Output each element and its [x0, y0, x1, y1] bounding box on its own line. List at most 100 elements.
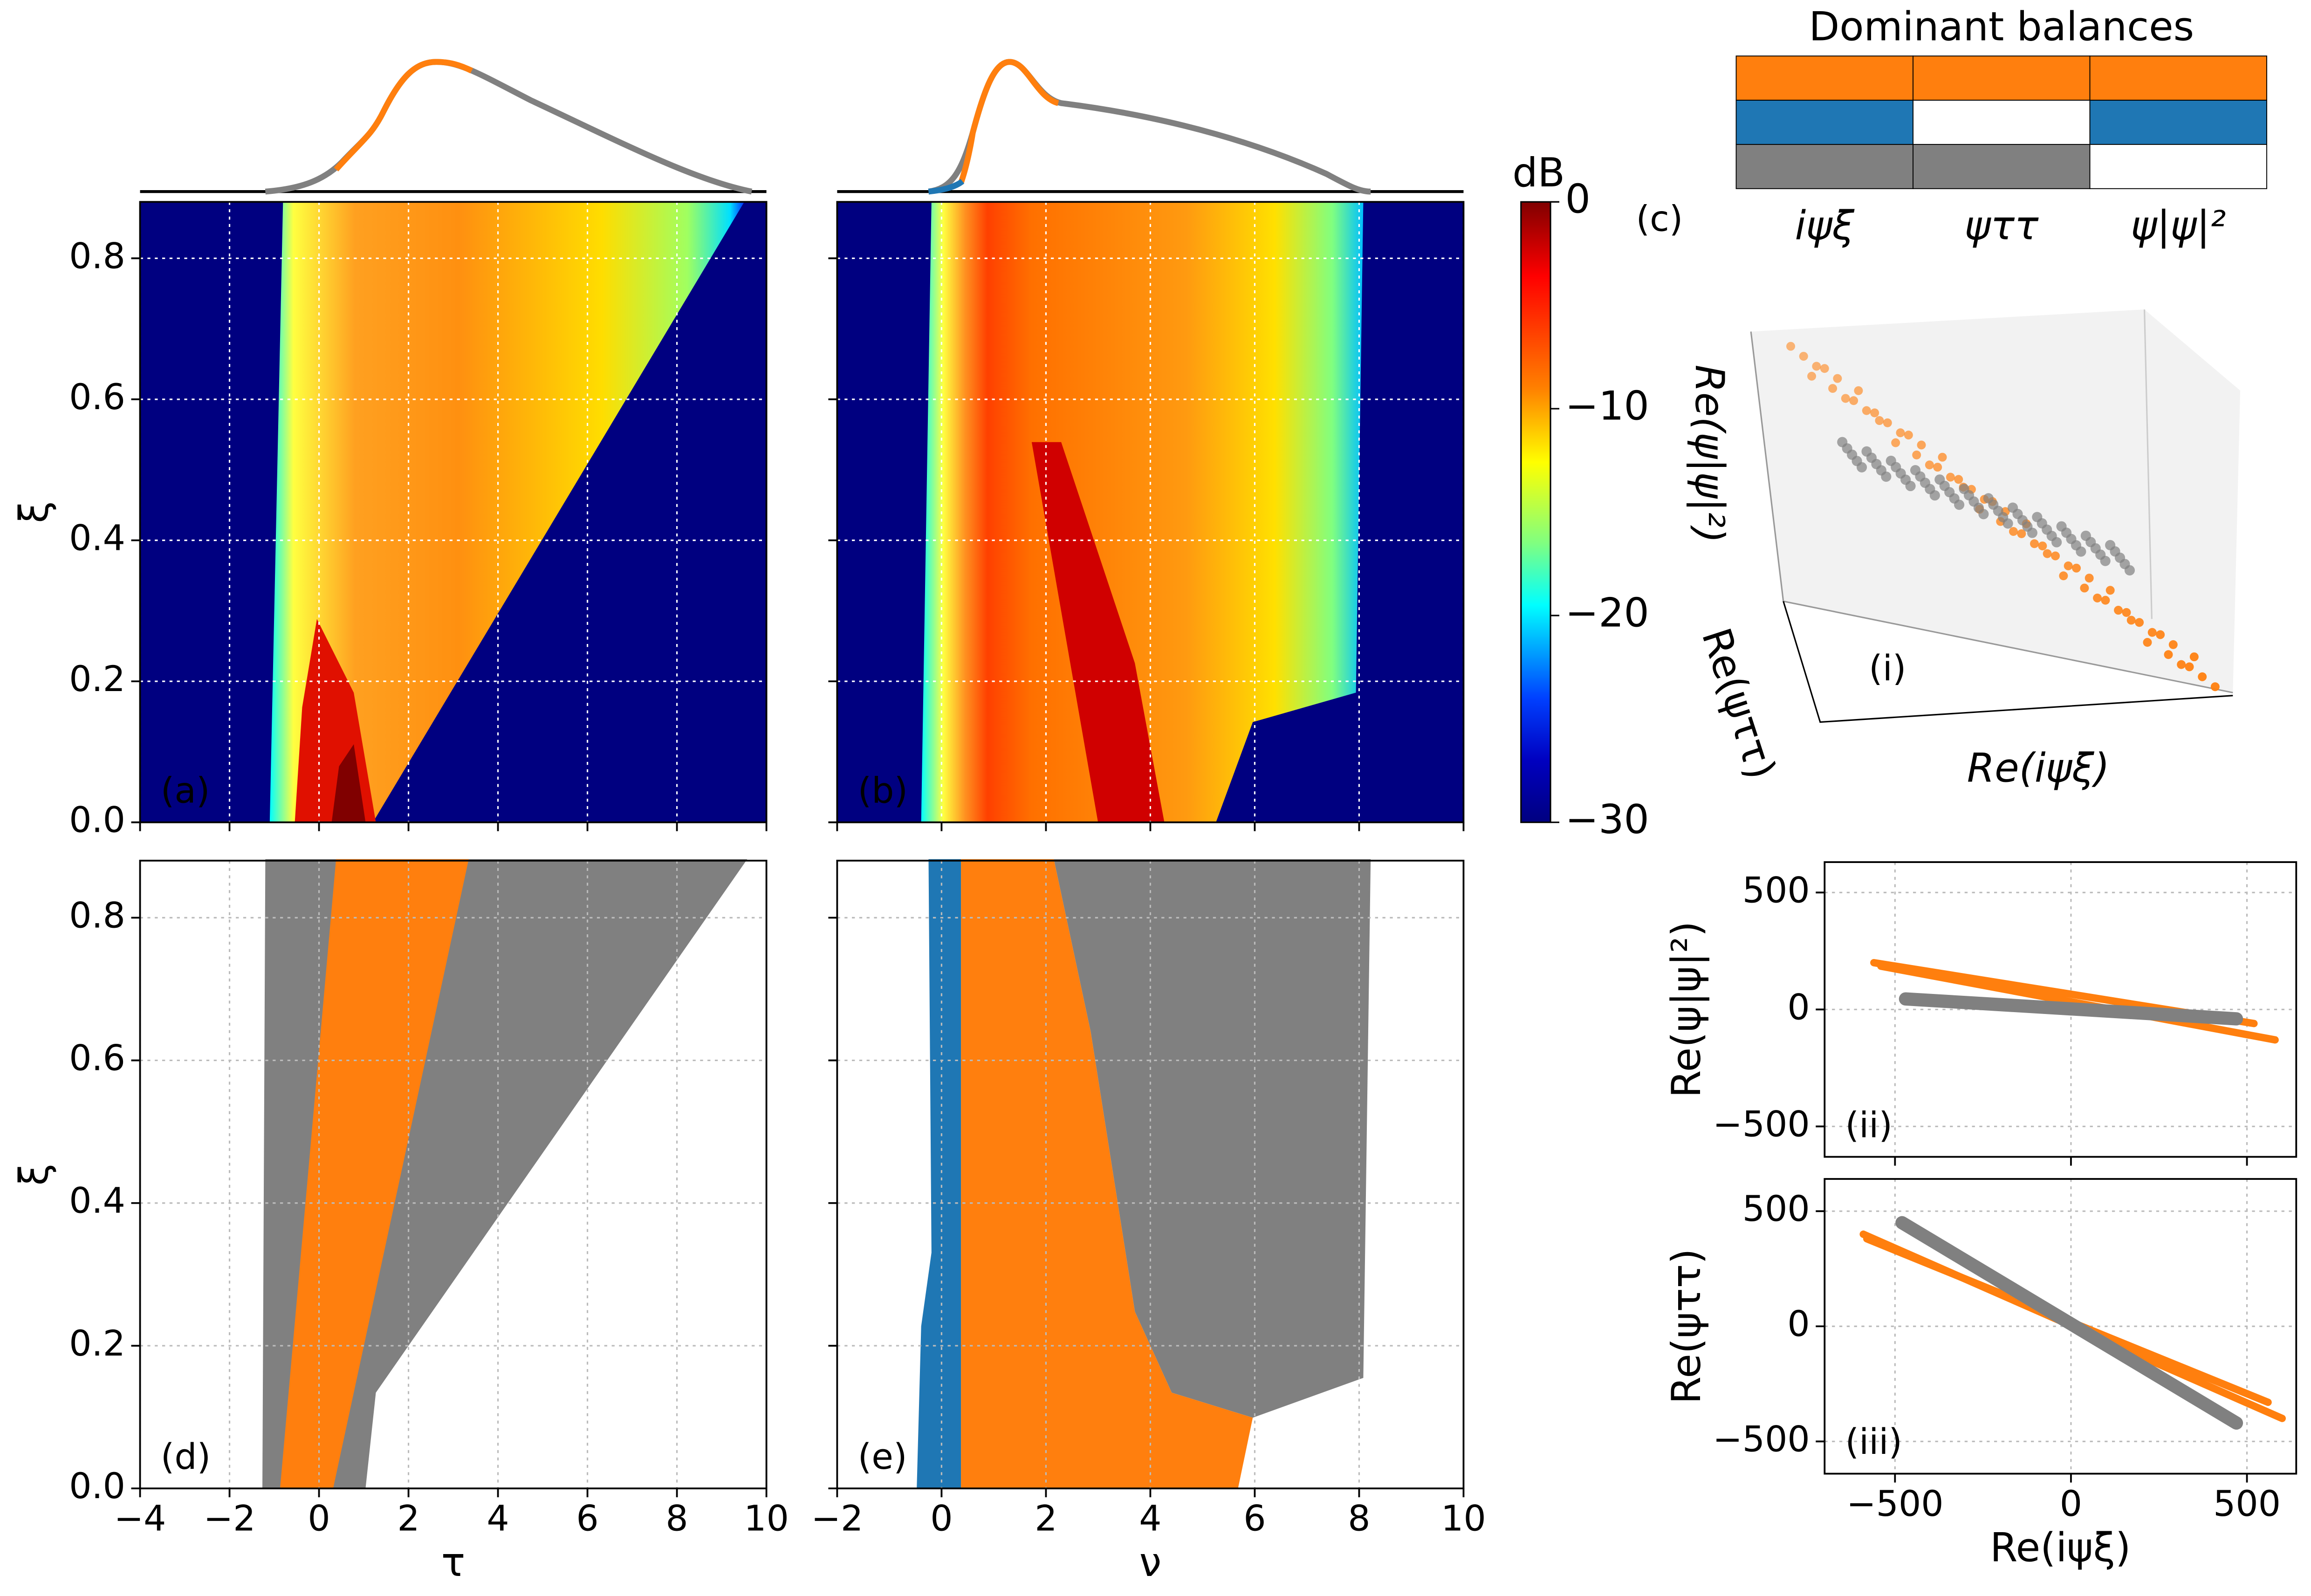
region-gray: [1054, 859, 1371, 1418]
point: [1954, 500, 1965, 510]
point: [1925, 460, 1934, 470]
point: [1812, 362, 1821, 371]
point: [1912, 450, 1921, 459]
profile: [265, 59, 753, 195]
y-tick-label: 0.8: [69, 235, 125, 276]
point: [1875, 416, 1884, 425]
point: [1954, 475, 1963, 484]
y-tick-label: 0: [1787, 986, 1810, 1027]
x-tick-label: 0: [930, 1498, 953, 1539]
point: [2076, 546, 2086, 557]
point-cloud: [1899, 992, 2243, 1026]
point: [1881, 471, 1892, 482]
point: [1856, 462, 1867, 473]
balance-cell: [1913, 55, 2091, 101]
y-tick-label: 0.6: [69, 1038, 125, 1079]
colorbar: [1520, 201, 1551, 823]
point: [1833, 374, 1842, 383]
point: [1929, 490, 1940, 501]
point: [2168, 640, 2178, 649]
balance-cell: [1913, 144, 2091, 189]
z-axis-label: Re(ψ|ψ|²): [1686, 365, 1732, 543]
point-cloud: [1895, 1216, 2243, 1430]
point: [2093, 593, 2102, 603]
plot-frame: [836, 201, 1465, 823]
colorbar-tick-label: −20: [1565, 590, 1649, 636]
colorbar-tick-label: 0: [1565, 177, 1591, 223]
point: [1870, 408, 1879, 418]
x-tick-label: −2: [811, 1498, 863, 1539]
y-tick-label: 500: [1742, 1188, 1810, 1229]
colorbar-label: dB: [1512, 150, 1565, 196]
point: [2210, 682, 2220, 692]
point: [1896, 428, 1905, 438]
point: [2156, 630, 2165, 639]
y-axis-label: Re(ψττ): [1693, 623, 1784, 785]
y-tick-label: 0.4: [69, 517, 125, 558]
profile: [928, 178, 965, 195]
point: [1854, 386, 1863, 395]
point: [2147, 628, 2157, 637]
point: [2085, 574, 2094, 583]
point: [1799, 352, 1808, 361]
point: [2189, 652, 2199, 662]
point: [2080, 583, 2089, 593]
y-tick-label: 0.0: [69, 1466, 125, 1507]
y-tick-label: 500: [1742, 870, 1810, 911]
y-axis-label: Re(ψττ): [1664, 1248, 1710, 1404]
point: [2051, 551, 2060, 561]
x-tick-label: 8: [665, 1498, 688, 1539]
x-axis-label: ν: [1139, 1540, 1162, 1586]
point: [2122, 608, 2131, 617]
region-orange: [280, 859, 469, 1489]
point: [2072, 563, 2081, 573]
heatmap-band: [921, 202, 1364, 822]
point: [2100, 555, 2111, 566]
point: [2114, 606, 2123, 615]
point: [2017, 529, 2026, 538]
point: [1828, 384, 1838, 393]
point: [2164, 650, 2173, 659]
y-tick-label: 0.0: [69, 800, 125, 841]
point: [2185, 662, 2194, 671]
y-tick-label: −500: [1713, 1103, 1810, 1144]
panel-label: (c): [1636, 198, 1683, 239]
panel-label: (a): [161, 770, 210, 811]
x-tick-label: 2: [397, 1498, 419, 1539]
point: [2009, 527, 2018, 536]
panel-label: (ii): [1845, 1104, 1893, 1145]
table-title: Dominant balances: [1809, 4, 2194, 50]
point: [1938, 452, 1947, 462]
column-label: ψ|ψ|²: [2131, 203, 2226, 249]
point: [1841, 394, 1850, 403]
column-label: ψττ: [1964, 203, 2039, 249]
point: [1978, 509, 1989, 520]
balance-cell: [2089, 100, 2267, 145]
panel-label: (e): [858, 1436, 907, 1477]
point: [2198, 672, 2207, 681]
point: [2101, 596, 2110, 605]
panel-label: (iii): [1845, 1421, 1902, 1462]
balance-cell: [2089, 144, 2267, 189]
heatmap-peak: [331, 744, 366, 822]
point: [1883, 418, 1892, 427]
point: [2059, 571, 2068, 581]
x-tick-label: −4: [114, 1498, 166, 1539]
y-tick-label: −500: [1713, 1418, 1810, 1459]
y-axis-label: ξ: [12, 1164, 58, 1186]
profile: [958, 59, 1059, 184]
point: [1820, 364, 1829, 373]
profile: [334, 59, 473, 171]
point: [2038, 541, 2047, 551]
panel-label: (b): [858, 770, 908, 811]
y-tick-label: 0: [1787, 1303, 1810, 1344]
x-tick-label: 0: [2060, 1483, 2082, 1524]
point: [2027, 527, 2037, 538]
plot-frame: [139, 860, 768, 1490]
column-label: iψξ: [1795, 203, 1855, 249]
balance-cell: [2089, 55, 2267, 101]
balance-cell: [1735, 100, 1913, 145]
point: [1786, 342, 1796, 351]
point: [2043, 549, 2052, 558]
